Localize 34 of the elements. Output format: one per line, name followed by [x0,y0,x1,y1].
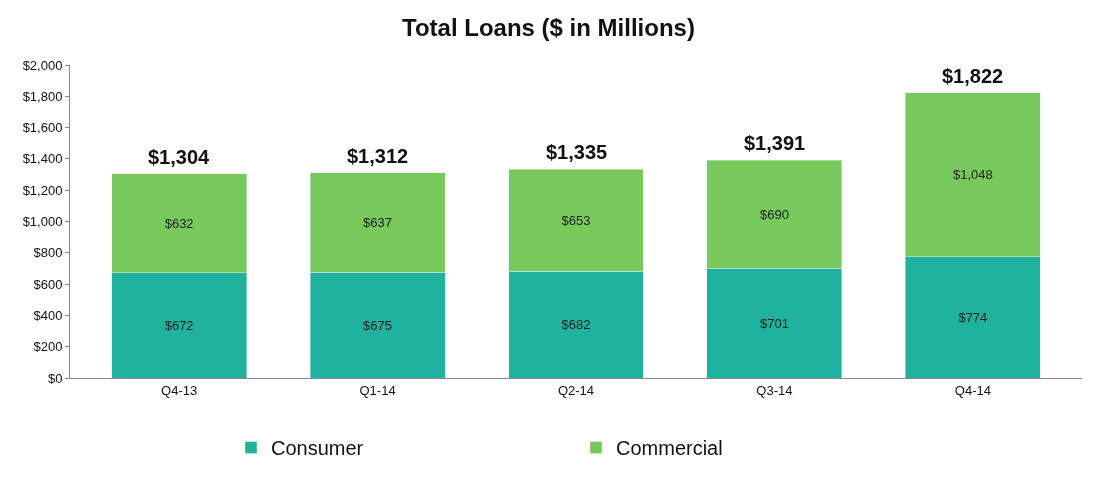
y-tick-label: $1,600 [22,120,63,136]
data-label: $682 [561,317,591,333]
data-label: $632 [164,215,194,231]
y-tick-label: $1,200 [22,182,63,198]
chart-title: Total Loans ($ in Millions) [402,13,695,41]
y-tick-label: $1,000 [22,214,63,230]
data-label: $690 [759,206,789,222]
x-tick-label: Q1-14 [359,382,396,398]
y-tick-label: $200 [33,339,63,355]
data-label: $637 [363,215,393,231]
x-tick-label: Q4-13 [161,382,198,398]
y-tick-label: $400 [33,307,63,323]
total-label: $1,304 [148,146,211,168]
data-label: $672 [164,317,194,333]
data-label: $675 [363,317,393,333]
total-label: $1,312 [347,145,409,167]
y-tick-label: $600 [33,276,63,292]
legend-label: Consumer [271,437,364,460]
y-tick-label: $2,000 [22,57,63,73]
total-label: $1,391 [744,132,806,154]
x-tick-label: Q4-14 [954,382,991,398]
data-label: $774 [958,309,988,325]
data-label: $701 [759,315,789,331]
total-label: $1,822 [942,65,1004,87]
data-label: $1,048 [952,167,993,183]
y-tick-label: $800 [33,245,63,261]
y-tick-label: $1,400 [22,151,63,167]
y-tick-label: $0 [47,370,63,386]
y-tick-label: $1,800 [22,88,63,104]
data-label: $653 [561,212,591,228]
x-tick-label: Q2-14 [557,382,595,398]
legend-label: Commercial [616,437,723,460]
total-label: $1,335 [546,141,608,163]
x-tick-label: Q3-14 [756,382,793,398]
